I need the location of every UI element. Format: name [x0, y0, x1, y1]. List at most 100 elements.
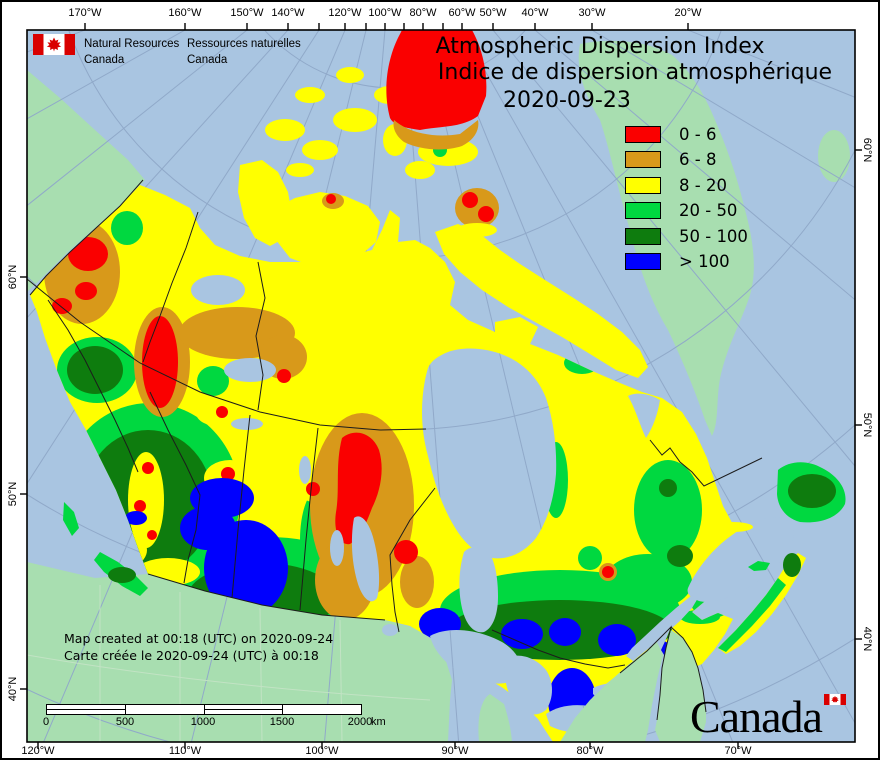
coord-label: 70°W: [724, 745, 752, 757]
ellesmere-red-cap: [386, 30, 487, 130]
coord-label: 120°W: [328, 7, 362, 19]
created-fr: Carte créée le 2020-09-24 (UTC) à 00:18: [64, 648, 319, 663]
legend-label: 20 - 50: [679, 201, 738, 221]
greenland-islet: [818, 130, 850, 182]
map-title-en: Atmospheric Dispersion Index: [435, 34, 765, 59]
logo-en-line1: Natural Resources: [84, 38, 180, 50]
scale-unit: km: [371, 716, 386, 728]
legend: 0 - 6 6 - 8 8 - 20 20 - 50 50 - 100 > 10…: [625, 125, 748, 278]
logo-fr-line1: Ressources naturelles: [187, 38, 301, 50]
foreign-land-east: [478, 630, 706, 742]
legend-swatch: [625, 126, 661, 143]
border-sk-mb: [299, 427, 319, 611]
creation-timestamp: Map created at 00:18 (UTC) on 2020-09-24…: [64, 630, 333, 664]
created-en: Map created at 00:18 (UTC) on 2020-09-24: [64, 631, 334, 646]
islands: [63, 30, 846, 654]
lower-michigan: [478, 694, 512, 742]
scale-label: 500: [115, 716, 135, 728]
coord-label: 60°N: [7, 264, 19, 290]
bylot-island: [455, 188, 499, 228]
coord-label: 100°W: [305, 745, 339, 757]
legend-label: 50 - 100: [679, 226, 748, 246]
coord-label: 40°W: [521, 7, 549, 19]
coord-label: 80°W: [409, 7, 437, 19]
logo-fr-line2: Canada: [187, 54, 228, 66]
water-bodies: [191, 275, 794, 742]
legend-label: 0 - 6: [679, 125, 717, 144]
anticosti-island: [713, 522, 753, 532]
wordmark-flag-icon: [824, 694, 846, 705]
baffin-island: [435, 224, 648, 378]
maine: [655, 630, 706, 742]
coord-label: 30°W: [578, 7, 606, 19]
lake-winnipeg: [351, 516, 380, 602]
coord-label: 100°W: [368, 7, 402, 19]
coord-label: 40°N: [861, 626, 873, 652]
border-nwt-nunavut: [255, 261, 266, 411]
scale-label: 0: [42, 716, 50, 728]
scale-bar: [46, 704, 362, 715]
usa-west: [27, 562, 452, 742]
logo-text-fr: Ressources naturelles Canada: [187, 36, 301, 68]
border-ab-sk: [231, 414, 251, 599]
great-slave-lake: [224, 358, 276, 382]
border-bc-alberta: [149, 391, 201, 584]
ticks: [20, 23, 862, 749]
scale-label: 1000: [190, 716, 216, 728]
scale-label: 1500: [269, 716, 295, 728]
coord-label: 170°W: [68, 7, 102, 19]
map-title-date: 2020-09-23: [503, 88, 631, 113]
legend-label: 6 - 8: [679, 150, 717, 170]
coord-label: 90°W: [441, 745, 469, 757]
border-on-qc: [491, 629, 626, 669]
coord-label: 140°W: [271, 7, 305, 19]
border-60n: [26, 278, 427, 431]
ticks-left: [20, 276, 27, 690]
coord-label: 120°W: [21, 745, 55, 757]
coord-label: 40°N: [7, 676, 19, 702]
legend-item: 20 - 50: [625, 201, 748, 221]
borders: [26, 179, 763, 743]
coord-label: 20°W: [674, 7, 702, 19]
legend-swatch: [625, 176, 661, 194]
logo-en-line2: Canada: [84, 54, 125, 66]
legend-label: > 100: [679, 251, 730, 271]
coord-label: 60°N: [861, 137, 873, 163]
us-state-lines: [26, 585, 431, 743]
legend-swatch: [625, 151, 661, 169]
usa-northeast: [560, 642, 663, 742]
legend-item: > 100: [625, 251, 748, 271]
legend-swatch: [625, 227, 661, 245]
coord-label: 160°W: [168, 7, 202, 19]
haida-gwaii: [63, 502, 79, 536]
ticks-bottom: [37, 742, 739, 749]
border-mb-on: [389, 487, 436, 633]
coord-label: 150°W: [230, 7, 264, 19]
southampton-island: [495, 317, 538, 352]
legend-item: 0 - 6: [625, 125, 748, 144]
scale-label: 2000: [347, 716, 373, 728]
legend-item: 50 - 100: [625, 226, 748, 246]
legend-item: 8 - 20: [625, 175, 748, 195]
legend-swatch: [625, 252, 661, 270]
ticks-right: [855, 149, 862, 640]
coord-label: 60°W: [448, 7, 476, 19]
coord-label: 50°N: [7, 481, 19, 507]
legend-swatch: [625, 202, 661, 220]
victoria-island: [272, 192, 380, 266]
border-yukon-nwt: [142, 211, 199, 363]
border-alaska-yukon: [29, 179, 144, 473]
border-qc-nl: [649, 439, 763, 487]
logo-text-en: Natural Resources Canada: [84, 36, 179, 68]
legend-label: 8 - 20: [679, 175, 727, 195]
prince-edward-island: [748, 561, 770, 571]
coord-label: 50°W: [479, 7, 507, 19]
coord-label: 110°W: [168, 745, 202, 757]
alaska: [27, 70, 145, 292]
ticks-top: [84, 23, 689, 30]
coord-label: 50°N: [861, 412, 873, 438]
great-bear-lake: [191, 275, 245, 305]
